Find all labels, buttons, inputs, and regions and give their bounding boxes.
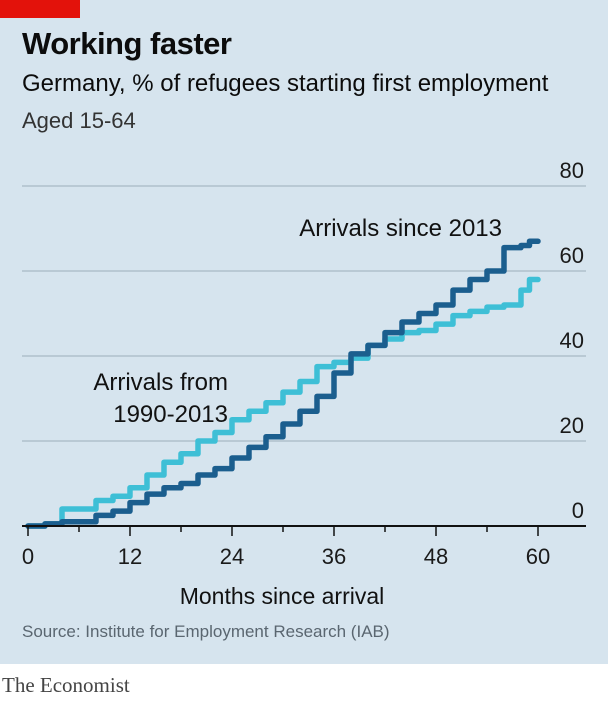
series-line-since-2013 bbox=[25, 238, 541, 529]
chart-subtitle: Germany, % of refugees starting first em… bbox=[22, 70, 549, 97]
series-layer bbox=[25, 238, 541, 529]
x-axis-title: Months since arrival bbox=[180, 583, 385, 609]
chart-panel: Working faster Germany, % of refugees st… bbox=[0, 0, 608, 664]
series-line-1990-2013 bbox=[25, 276, 541, 529]
chart-title: Working faster bbox=[22, 26, 232, 61]
y-tick-label-20: 20 bbox=[560, 413, 584, 438]
brand-red-tag bbox=[0, 0, 80, 18]
x-axis: 0 12 24 36 48 60 Months since arrival bbox=[22, 525, 586, 609]
chart-subtitle-age: Aged 15-64 bbox=[22, 108, 136, 133]
series-labels: Arrivals since 2013 Arrivals from 1990-201… bbox=[93, 215, 502, 428]
x-tick-label-12: 12 bbox=[118, 544, 142, 569]
y-tick-label-40: 40 bbox=[560, 328, 584, 353]
x-tick-label-36: 36 bbox=[322, 544, 346, 569]
x-tick-label-48: 48 bbox=[424, 544, 448, 569]
x-tick-label-0: 0 bbox=[22, 544, 34, 569]
series-label-1990-2013-line2: 1990-2013 bbox=[113, 401, 228, 428]
source-note: Source: Institute for Employment Researc… bbox=[22, 622, 390, 641]
grid-layer: 0 20 40 60 80 bbox=[22, 158, 586, 523]
x-tick-label-60: 60 bbox=[526, 544, 550, 569]
y-tick-label-60: 60 bbox=[560, 243, 584, 268]
brand-wordmark: The Economist bbox=[2, 673, 130, 697]
x-tick-label-24: 24 bbox=[220, 544, 244, 569]
y-tick-label-0: 0 bbox=[572, 498, 584, 523]
line-chart: 0 20 40 60 80 0 12 24 36 48 60 Months since arriva… bbox=[22, 158, 586, 609]
series-label-since-2013: Arrivals since 2013 bbox=[299, 215, 502, 242]
series-label-1990-2013-line1: Arrivals from bbox=[93, 369, 228, 396]
y-tick-label-80: 80 bbox=[560, 158, 584, 183]
